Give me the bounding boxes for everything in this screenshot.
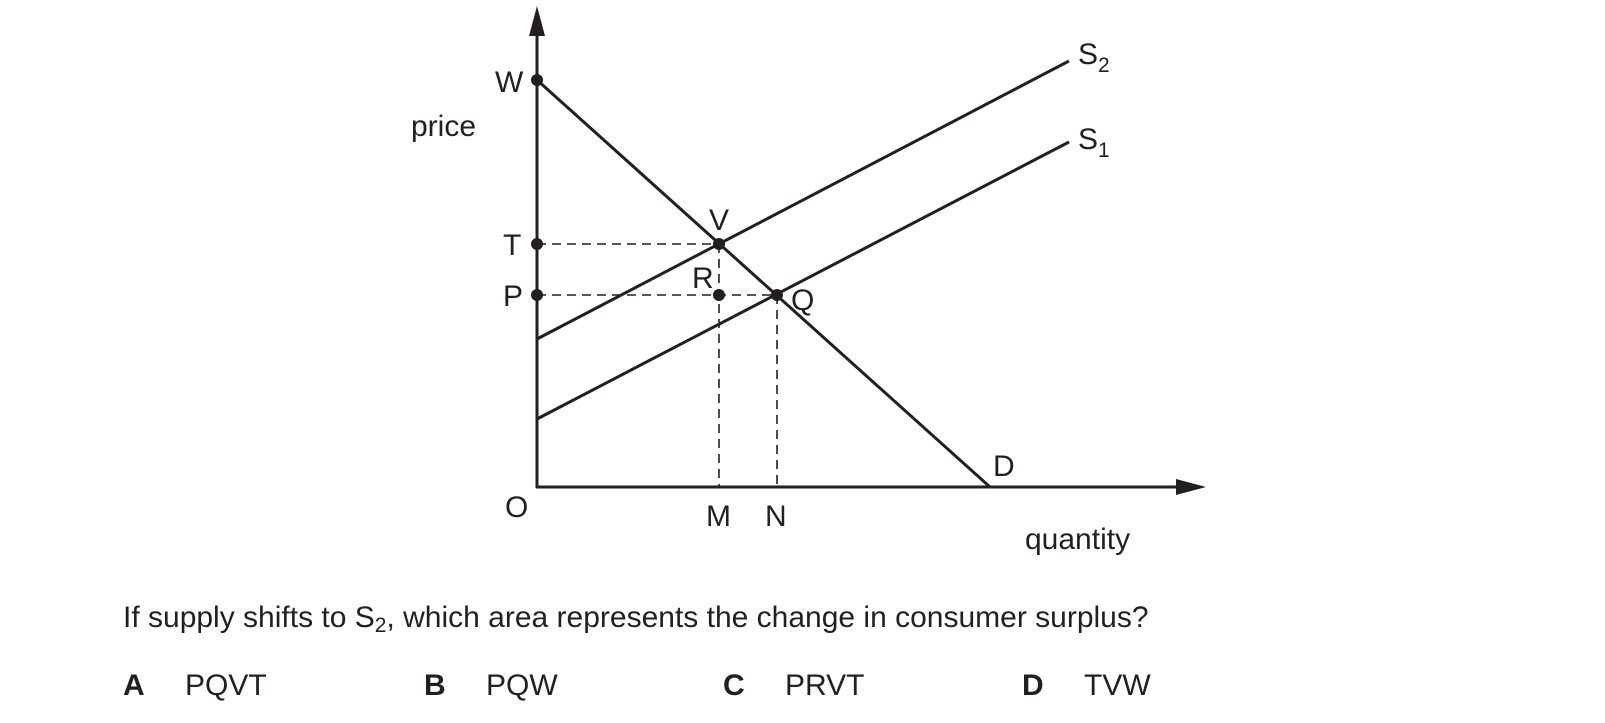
question-text-before: If supply shifts to S [123,601,375,634]
supply-curve-s2 [536,59,1070,341]
question-text-subscript: 2 [374,614,387,637]
label-d: D [993,450,1015,483]
option-d-letter: D [1022,669,1044,702]
point-v [713,238,725,250]
y-axis-label: price [411,110,476,143]
supply-demand-diagram: price quantity O W T P M N V R Q D S 2 S… [411,6,1206,556]
point-r [713,289,725,301]
label-w: W [495,66,524,99]
point-q [771,289,783,301]
label-q: Q [791,284,814,317]
question-text-after: , which area represents the change in co… [386,601,1149,634]
label-m: M [706,500,731,533]
option-c[interactable]: C PRVT [723,668,864,704]
demand-curve [535,78,992,489]
option-c-letter: C [723,669,745,702]
label-p: P [503,280,523,313]
option-c-text: PRVT [785,669,865,702]
question-text: If supply shifts to S2, which area repre… [123,600,1149,636]
label-s1-subscript: 1 [1098,139,1110,162]
option-d-text: TVW [1084,669,1151,702]
label-s2-letter: S [1078,38,1098,71]
price-axis-arrow [529,6,545,36]
option-d[interactable]: D TVW [1022,668,1151,704]
point-t [531,238,543,250]
label-n: N [765,500,787,533]
option-b[interactable]: B PQW [424,668,558,704]
point-w [531,74,543,86]
supply-curve-s1 [536,140,1070,421]
point-p [531,289,543,301]
option-a-letter: A [123,669,145,702]
option-b-text: PQW [486,669,558,702]
label-s1-letter: S [1078,123,1098,156]
label-t: T [503,229,521,262]
origin-label: O [505,491,528,524]
quantity-axis-arrow [1176,479,1206,495]
option-a[interactable]: A PQVT [123,668,267,704]
label-v: V [709,204,729,237]
option-b-letter: B [424,669,446,702]
label-s2-subscript: 2 [1098,54,1110,77]
option-a-text: PQVT [185,669,267,702]
label-s1: S 1 [1078,123,1110,162]
label-r: R [692,262,714,295]
label-s2: S 2 [1078,38,1110,77]
x-axis-label: quantity [1025,523,1130,556]
